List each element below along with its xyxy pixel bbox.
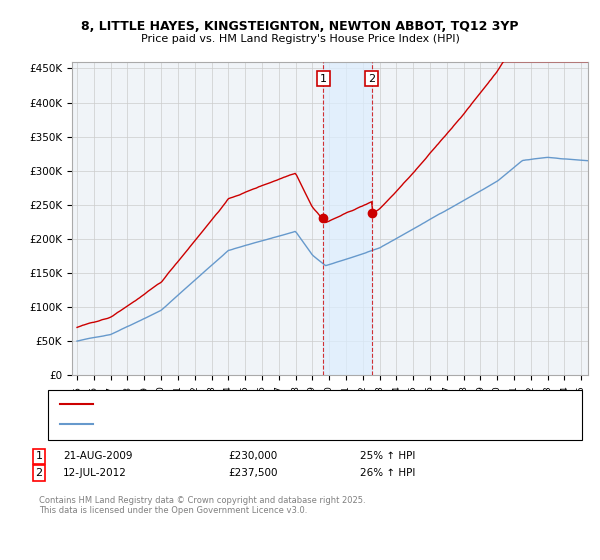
Text: 21-AUG-2009: 21-AUG-2009 [63,451,133,461]
Text: 2: 2 [368,74,375,83]
Text: 26% ↑ HPI: 26% ↑ HPI [360,468,415,478]
Text: £230,000: £230,000 [228,451,277,461]
Text: HPI: Average price, semi-detached house, Teignbridge: HPI: Average price, semi-detached house,… [99,419,364,429]
Text: 2: 2 [35,468,43,478]
Bar [323,62,371,375]
Text: 8, LITTLE HAYES, KINGSTEIGNTON, NEWTON ABBOT, TQ12 3YP: 8, LITTLE HAYES, KINGSTEIGNTON, NEWTON A… [81,20,519,32]
Text: 12-JUL-2012: 12-JUL-2012 [63,468,127,478]
Text: 1: 1 [320,74,327,83]
Text: Contains HM Land Registry data © Crown copyright and database right 2025.
This d: Contains HM Land Registry data © Crown c… [39,496,365,515]
Text: 25% ↑ HPI: 25% ↑ HPI [360,451,415,461]
Text: 8, LITTLE HAYES, KINGSTEIGNTON, NEWTON ABBOT, TQ12 3YP (semi-detached house): 8, LITTLE HAYES, KINGSTEIGNTON, NEWTON A… [99,399,521,409]
Text: £237,500: £237,500 [228,468,277,478]
Text: Price paid vs. HM Land Registry's House Price Index (HPI): Price paid vs. HM Land Registry's House … [140,34,460,44]
Text: 1: 1 [35,451,43,461]
